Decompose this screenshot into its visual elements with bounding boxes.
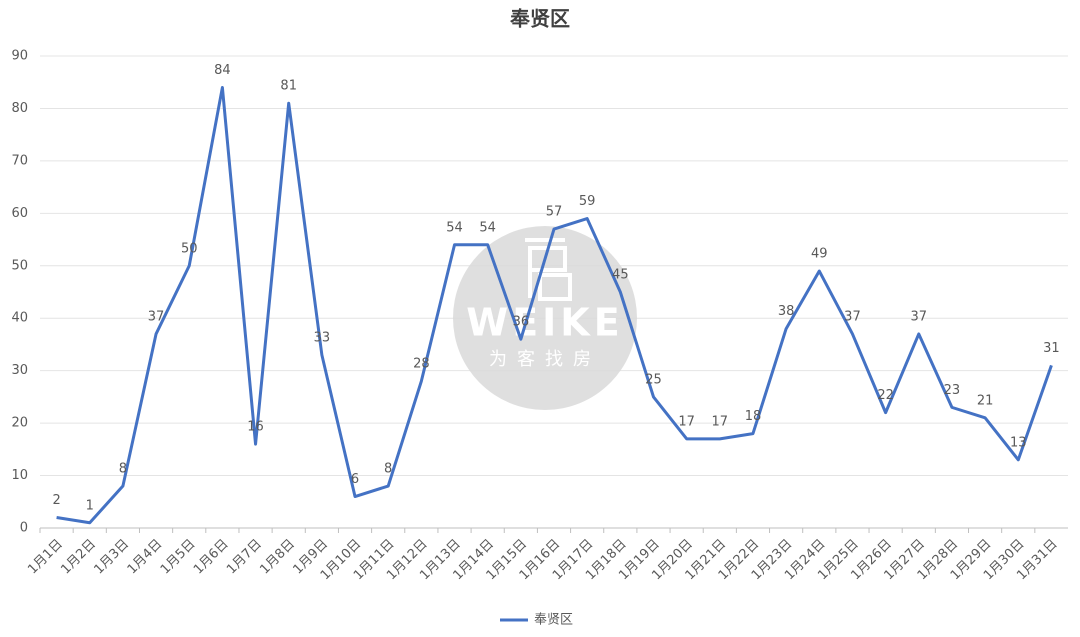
data-label: 2 [52,493,60,508]
data-label: 37 [148,309,165,324]
data-label: 23 [944,383,961,398]
data-label: 31 [1043,341,1060,356]
line [56,85,1053,525]
y-tick-label: 70 [11,153,28,168]
data-label: 57 [546,205,563,220]
chart-title: 奉贤区 [509,7,570,31]
y-tick-label: 60 [11,206,28,221]
data-label: 59 [579,194,596,209]
watermark-icon [525,238,572,301]
watermark-slogan: 为客找房 [489,349,601,370]
y-tick-label: 30 [11,363,28,378]
y-tick-label: 10 [11,468,28,483]
watermark: WEIKE 为客找房 [453,226,637,410]
x-tick-label: 1月4日 [125,537,166,578]
data-label: 6 [351,472,359,487]
data-label: 22 [877,388,894,403]
data-label: 81 [280,79,297,94]
data-label: 1 [86,498,94,513]
y-tick-label: 80 [11,101,28,116]
data-label: 36 [513,315,530,330]
x-tick-label: 1月2日 [58,537,99,578]
x-tick-label: 1月1日 [25,537,66,578]
data-label: 37 [911,309,928,324]
data-label: 54 [446,220,463,235]
data-label: 54 [479,220,496,235]
data-label: 25 [645,372,662,387]
y-tick-label: 50 [11,258,28,273]
legend-label: 奉贤区 [534,613,573,628]
data-label: 45 [612,268,629,283]
data-label: 17 [712,414,729,429]
data-label: 38 [778,304,795,319]
data-label: 84 [214,63,231,78]
data-label: 17 [678,414,695,429]
data-label: 37 [844,309,861,324]
data-label: 8 [384,462,392,477]
data-label: 33 [314,330,331,345]
y-tick-label: 40 [11,311,28,326]
data-label: 18 [745,409,762,424]
x-tick-label: 1月5日 [158,537,199,578]
data-label: 16 [247,420,264,435]
x-tick-label: 1月6日 [191,537,232,578]
data-label: 21 [977,393,994,408]
data-label: 50 [181,241,198,256]
data-label: 49 [811,247,828,262]
data-label: 8 [119,462,127,477]
x-tick-label: 1月3日 [92,537,133,578]
watermark-circle [453,226,637,410]
data-label: 13 [1010,435,1027,450]
y-tick-label: 20 [11,416,28,431]
watermark-brand: WEIKE [466,301,623,345]
y-tick-label: 90 [11,49,28,64]
x-tick-label: 1月8日 [257,537,298,578]
y-tick-label: 0 [20,521,28,536]
x-tick-label: 1月7日 [224,537,265,578]
data-label: 28 [413,357,430,372]
